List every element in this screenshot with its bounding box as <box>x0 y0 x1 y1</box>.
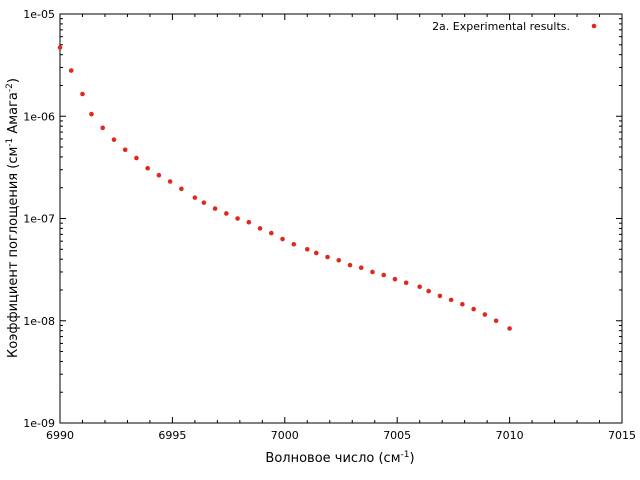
x-axis-label: Волновое число (см-1) <box>265 450 414 466</box>
data-point <box>325 254 330 260</box>
y-tick-label: 1e-09 <box>23 417 55 430</box>
data-point <box>100 125 106 131</box>
data-point <box>235 216 240 221</box>
data-point <box>417 284 422 290</box>
y-tick-label: 1e-05 <box>23 8 55 21</box>
data-point <box>304 246 310 252</box>
data-point <box>280 236 285 242</box>
data-point <box>358 265 364 271</box>
data-point <box>460 301 465 307</box>
data-point <box>145 165 150 171</box>
x-tick-label: 7005 <box>383 429 411 442</box>
data-points <box>57 45 512 331</box>
data-point <box>471 306 476 312</box>
data-point <box>507 326 512 331</box>
y-tick-label: 1e-08 <box>23 315 55 328</box>
x-tick-label: 7000 <box>271 429 299 442</box>
data-point <box>212 206 218 211</box>
data-point <box>347 262 353 268</box>
y-tick-label: 1e-07 <box>23 213 55 226</box>
data-point <box>493 318 499 324</box>
data-point <box>192 195 198 200</box>
data-point <box>313 250 319 256</box>
data-point <box>201 200 207 205</box>
legend: 2a. Experimental results. <box>432 20 597 33</box>
axis-ticks: 6990 6995 7000 7005 7010 7015 1e-09 1e-08 1e-07 1… <box>23 8 636 442</box>
x-tick-label: 7015 <box>608 429 636 442</box>
legend-label: 2a. Experimental results. <box>432 20 570 33</box>
data-point <box>68 68 74 73</box>
data-point <box>336 258 342 263</box>
data-point <box>392 276 398 282</box>
y-axis-label: Коэффициент поглощения (см-1 Амага-2) <box>5 78 21 358</box>
data-point <box>437 293 443 299</box>
data-point <box>179 186 184 192</box>
data-point <box>482 312 488 317</box>
data-point <box>381 272 387 278</box>
data-point <box>57 45 63 50</box>
data-point <box>122 147 128 153</box>
data-point <box>257 226 263 231</box>
data-point <box>156 172 162 178</box>
plot-frame <box>59 13 623 424</box>
data-point <box>224 211 229 216</box>
data-point <box>167 179 173 184</box>
data-point <box>80 91 85 97</box>
data-point <box>448 297 454 303</box>
data-point <box>370 269 375 275</box>
data-point <box>134 155 139 161</box>
x-tick-label: 6995 <box>158 429 186 442</box>
x-tick-label: 6990 <box>46 429 74 442</box>
data-point <box>291 241 297 247</box>
data-point <box>246 219 252 225</box>
x-tick-label: 7010 <box>496 429 524 442</box>
data-point <box>111 137 117 142</box>
data-point <box>89 111 94 117</box>
data-point <box>269 230 274 236</box>
data-point <box>426 288 431 294</box>
legend-marker <box>591 23 597 29</box>
y-tick-label: 1e-06 <box>23 110 55 123</box>
data-point <box>403 280 409 286</box>
